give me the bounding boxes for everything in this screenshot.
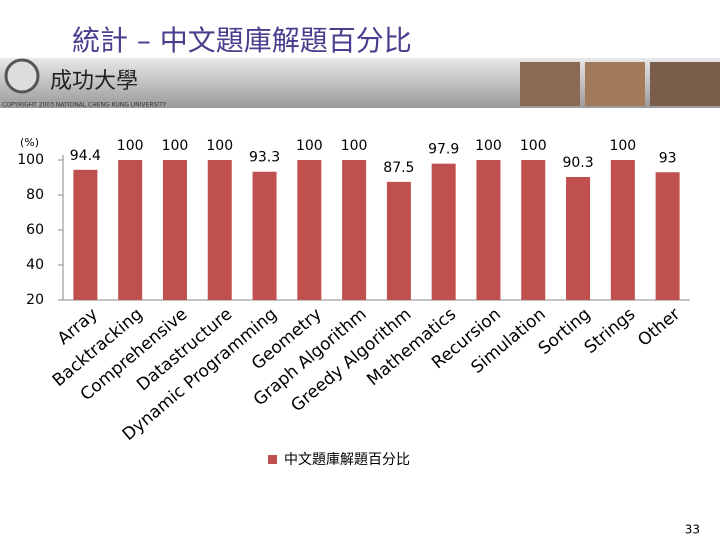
bar [476,160,501,300]
value-label: 100 [162,138,189,154]
value-label: 100 [520,138,547,154]
bar [655,172,680,300]
value-label: 100 [117,138,144,154]
photo [520,62,580,106]
bar [566,176,591,300]
legend-swatch [268,455,277,464]
value-label: 90.3 [562,155,593,171]
value-label: 100 [296,138,323,154]
copyright: COPYRIGHT 2003 NATIONAL CHENG KUNG UNIVE… [2,102,167,109]
y-tick-label: 60 [26,222,44,238]
value-label: 87.5 [383,160,414,176]
logo [4,58,40,94]
value-label: 93.3 [249,150,280,166]
university-name: 成功大學 [50,69,138,94]
value-label: 93 [659,150,677,166]
bar [610,160,635,300]
y-tick-label: 80 [26,187,44,203]
value-label: 97.9 [428,142,459,158]
value-label: 100 [206,138,233,154]
value-label: 100 [341,138,368,154]
value-label: 100 [609,138,636,154]
bar [73,169,98,300]
value-label: 94.4 [70,148,101,164]
plot: 20406080100ArrayBacktrackingComprehensiv… [17,138,690,445]
bar [521,160,546,300]
chart-title: 統計 – 中文題庫解題百分比 [72,24,412,57]
page-number: 33 [685,523,700,537]
bar [431,163,456,300]
photo [585,62,645,106]
bar [252,171,277,300]
bar [297,160,322,300]
bar [342,160,367,300]
bar [207,160,232,300]
bar [162,160,187,300]
x-tick-label: Sorting [535,304,595,359]
x-tick-label: Strings [581,304,640,358]
photo [650,62,720,106]
y-tick-label: 40 [26,257,44,273]
bar [386,181,411,300]
x-tick-label: Other [634,304,684,350]
value-label: 100 [475,138,502,154]
bar [118,160,143,300]
legend-label: 中文題庫解題百分比 [284,451,410,468]
y-tick-label: 20 [26,292,44,308]
y-tick-label: 100 [17,152,44,168]
y-unit: (%) [20,136,39,149]
